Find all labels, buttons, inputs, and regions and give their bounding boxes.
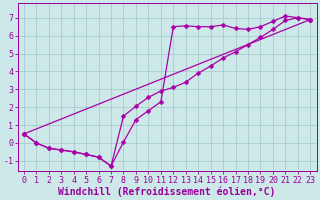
X-axis label: Windchill (Refroidissement éolien,°C): Windchill (Refroidissement éolien,°C): [58, 186, 276, 197]
